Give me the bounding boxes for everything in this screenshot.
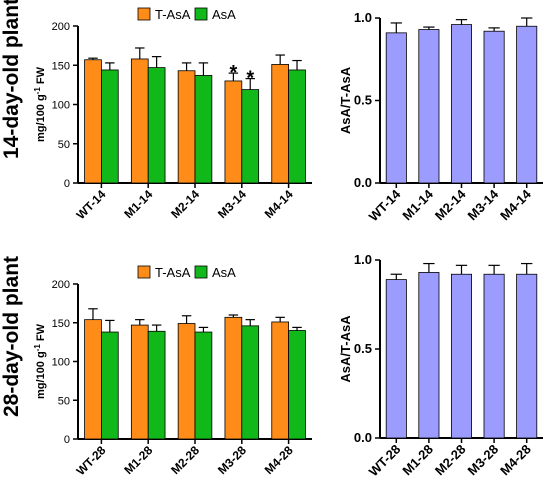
- bar-m3-14-t-asa: [224, 80, 243, 184]
- x-tick-label: M1-28: [121, 443, 155, 477]
- bar-m2-28-asa: [194, 331, 213, 440]
- bar-chart-28-day-ratio: 0.0 0.5 1.0 AsA/T-AsA WT-28M1-28M2-28M3-28M4…: [338, 252, 543, 480]
- legend-swatch-asa: [194, 265, 208, 279]
- y-tick-label: 200: [52, 21, 70, 33]
- x-tick-label: M4-28: [497, 442, 534, 479]
- bar-m4-28-asa: [288, 330, 306, 440]
- x-tick-label: M3-28: [465, 442, 502, 479]
- x-tick-label: M1-14: [399, 186, 436, 223]
- x-tick-label: M1-28: [399, 442, 436, 479]
- bar-m4-14-t-asa: [271, 64, 289, 184]
- x-tick-label: M3-14: [215, 187, 249, 221]
- y-tick-label: 0: [64, 434, 70, 446]
- bar-m4-28-t-asa: [271, 321, 289, 440]
- bar-m4-28: [516, 273, 538, 439]
- x-tick-label: M2-28: [168, 443, 202, 477]
- x-tick-label: WT-28: [366, 442, 404, 480]
- bar-chart-28-day-content: 0 50 100 150 200 mg/100 g-1 FW WT-28 M1-28 M2-28…: [33, 265, 312, 478]
- bar-wt-14-asa: [101, 69, 119, 184]
- bar-m2-14-t-asa: [177, 70, 196, 184]
- bar-m1-28: [418, 272, 440, 439]
- x-tick-label: M1-14: [121, 187, 155, 221]
- y-tick-label: 150: [52, 318, 70, 330]
- y-tick-label: 0.5: [354, 93, 372, 108]
- row-title-14-day: 14-day-old plant: [0, 0, 23, 159]
- x-tick-label: M4-14: [262, 187, 296, 221]
- bar-m1-28-asa: [147, 330, 166, 440]
- y-axis-label: AsA/T-AsA: [338, 66, 353, 134]
- y-tick-label: 100: [52, 357, 70, 369]
- x-tick-label: M3-14: [465, 186, 502, 223]
- x-tick-label: M2-14: [168, 187, 202, 221]
- y-tick-label: 0.5: [354, 341, 372, 356]
- legend-label-asa: AsA: [212, 7, 236, 22]
- legend-label-t-asa: T-AsA: [155, 265, 191, 280]
- legend-swatch-asa: [194, 7, 208, 21]
- x-tick-label: M3-28: [215, 443, 249, 477]
- y-tick-label: 0.0: [354, 175, 372, 190]
- y-axis-label: AsA/T-AsA: [338, 315, 353, 383]
- y-tick-label: 150: [52, 60, 70, 72]
- bar-wt-28: [385, 279, 407, 439]
- x-tick-label: WT-14: [74, 187, 109, 222]
- y-tick-label: 50: [58, 395, 70, 407]
- x-tick-label: M2-14: [432, 186, 469, 223]
- bar-wt-28-t-asa: [84, 319, 102, 440]
- x-tick-label: M4-14: [497, 186, 534, 223]
- bar-m3-28-t-asa: [224, 316, 243, 440]
- bar-m3-28-asa: [241, 325, 260, 440]
- bar-m1-14-t-asa: [130, 58, 149, 184]
- significance-marker: *: [229, 62, 237, 84]
- bar-m1-28-t-asa: [130, 324, 149, 440]
- legend-label-t-asa: T-AsA: [155, 7, 191, 22]
- y-tick-label: 100: [52, 100, 70, 112]
- y-tick-label: 0: [64, 178, 70, 190]
- bar-m3-14: [483, 30, 505, 184]
- bar-m3-28: [483, 273, 505, 439]
- bar-m2-14: [450, 24, 473, 184]
- bar-m2-28: [450, 273, 473, 439]
- y-tick-label: 200: [52, 279, 70, 291]
- x-tick-label: WT-14: [366, 186, 404, 224]
- legend-swatch-t-asa: [137, 7, 151, 21]
- bar-m2-28-t-asa: [177, 323, 196, 440]
- y-axis-label: mg/100 g-1 FW: [33, 66, 47, 142]
- row-title-28-day: 28-day-old plant: [0, 255, 23, 417]
- bar-m1-14-asa: [147, 67, 166, 184]
- significance-marker: *: [246, 68, 254, 90]
- bar-wt-14-t-asa: [84, 59, 102, 184]
- y-tick-label: 0.0: [354, 430, 372, 445]
- y-tick-label: 1.0: [354, 252, 372, 267]
- bar-m4-14-asa: [288, 69, 306, 184]
- y-tick-label: 1.0: [354, 10, 372, 25]
- x-tick-label: WT-28: [74, 443, 109, 478]
- y-tick-label: 50: [58, 139, 70, 151]
- x-tick-label: M2-28: [432, 442, 469, 479]
- bar-chart-14-day-content: 0 50 100 150 200 mg/100 g-1 FW WT-14 M1-14 M2-14…: [33, 7, 312, 222]
- legend-label-asa: AsA: [212, 265, 236, 280]
- bar-wt-28-asa: [101, 331, 119, 440]
- bar-m3-14-asa: [241, 89, 260, 184]
- bar-wt-14: [385, 32, 407, 184]
- legend-swatch-t-asa: [137, 265, 151, 279]
- bar-m1-14: [418, 29, 440, 184]
- x-tick-label: M4-28: [262, 443, 296, 477]
- y-axis-label: mg/100 g-1 FW: [33, 323, 47, 399]
- bar-m2-14-asa: [194, 75, 213, 184]
- bar-m4-14: [516, 25, 538, 184]
- bar-chart-14-day-ratio: 0.0 0.5 1.0 AsA/T-AsA WT-14M1-14M2-14M3-14M4…: [338, 10, 543, 224]
